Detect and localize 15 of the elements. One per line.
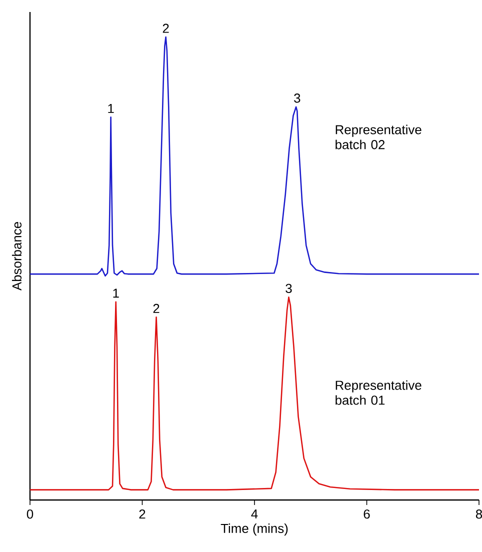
annotation: 3 [294, 94, 300, 103]
x-tick-label: 2 [139, 509, 146, 519]
annotation: 3 [286, 284, 292, 294]
y-axis-title: Absorbance [12, 222, 22, 291]
annotation: 2 [162, 24, 169, 33]
text: Representative batch 02 [336, 124, 422, 150]
x-axis-title: Time (mins) [220, 524, 288, 536]
x-tick-label: 6 [364, 509, 370, 519]
annotation: 1 [113, 288, 119, 298]
annotation: 2 [153, 304, 160, 313]
text: Representative batch 01 [336, 380, 422, 405]
x-tick-label: 8 [476, 509, 482, 519]
annotation: 1 [108, 104, 114, 113]
x-tick-label: 4 [251, 510, 258, 518]
x-tick-label: 0 [26, 509, 34, 519]
